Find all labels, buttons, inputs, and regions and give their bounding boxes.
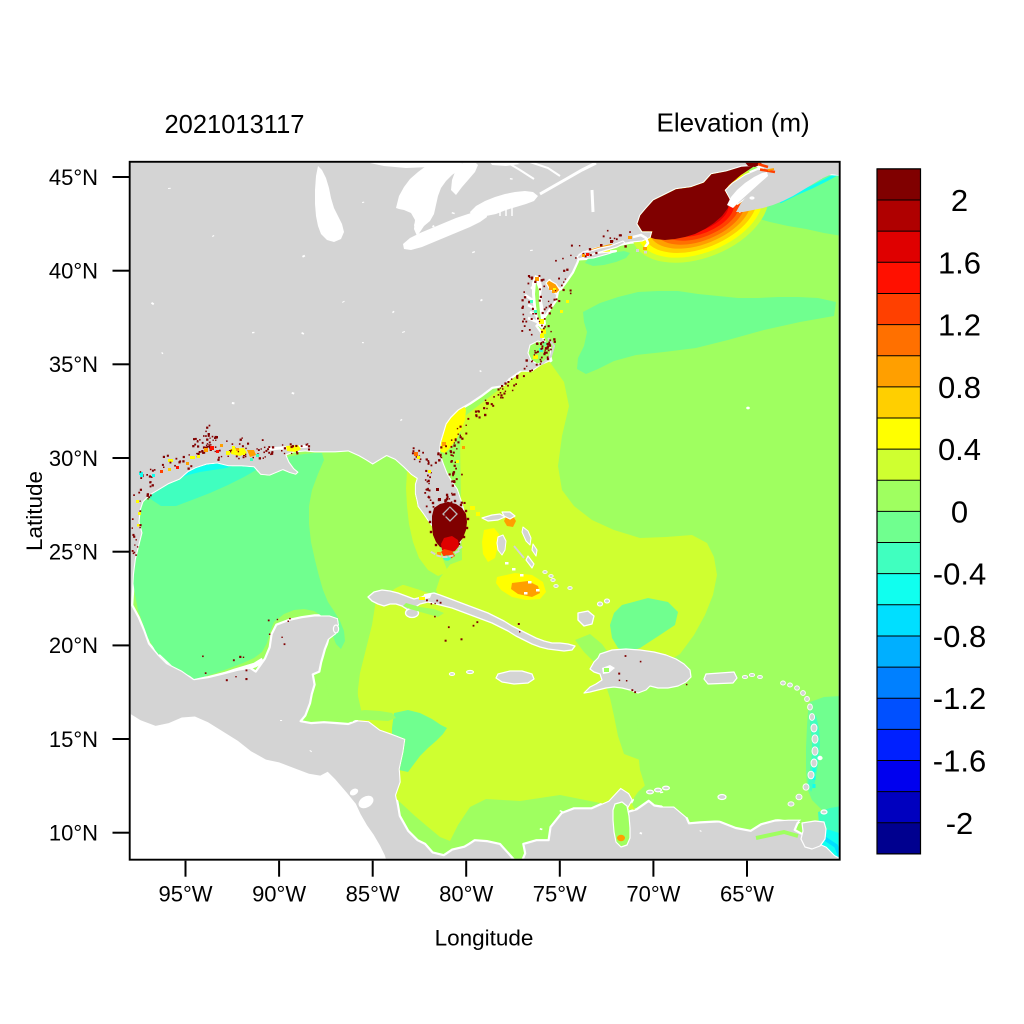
svg-text:80°W: 80°W xyxy=(439,882,493,907)
svg-text:Latitude: Latitude xyxy=(22,471,47,551)
svg-text:0.8: 0.8 xyxy=(938,370,981,405)
svg-text:2: 2 xyxy=(951,183,968,218)
svg-text:20°N: 20°N xyxy=(49,633,98,658)
svg-text:70°W: 70°W xyxy=(626,882,680,907)
svg-text:1.6: 1.6 xyxy=(938,245,981,280)
svg-text:Longitude: Longitude xyxy=(435,926,534,951)
svg-text:15°N: 15°N xyxy=(49,727,98,752)
svg-text:95°W: 95°W xyxy=(158,882,212,907)
svg-text:75°W: 75°W xyxy=(533,882,587,907)
svg-text:85°W: 85°W xyxy=(346,882,400,907)
svg-text:Elevation (m): Elevation (m) xyxy=(657,108,810,138)
svg-text:0.4: 0.4 xyxy=(938,432,981,467)
svg-text:-1.6: -1.6 xyxy=(933,744,986,779)
svg-text:-2: -2 xyxy=(946,806,974,841)
svg-text:90°W: 90°W xyxy=(252,882,306,907)
svg-text:-0.8: -0.8 xyxy=(933,619,986,654)
svg-text:-0.4: -0.4 xyxy=(933,557,986,592)
svg-text:2021013117: 2021013117 xyxy=(165,111,305,139)
svg-text:35°N: 35°N xyxy=(49,352,98,377)
svg-text:30°N: 30°N xyxy=(49,446,98,471)
svg-text:45°N: 45°N xyxy=(49,165,98,190)
svg-text:10°N: 10°N xyxy=(49,821,98,846)
svg-text:25°N: 25°N xyxy=(49,540,98,565)
svg-text:40°N: 40°N xyxy=(49,259,98,284)
svg-text:-1.2: -1.2 xyxy=(933,681,986,716)
svg-text:0: 0 xyxy=(951,494,968,529)
svg-text:65°W: 65°W xyxy=(720,882,774,907)
svg-text:1.2: 1.2 xyxy=(938,308,981,343)
